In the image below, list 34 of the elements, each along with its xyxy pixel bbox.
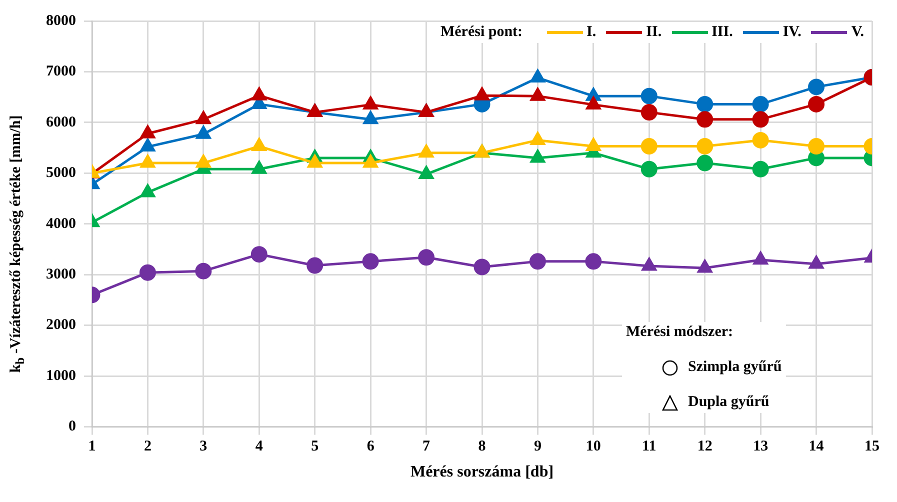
x-tick-label: 11 [642,438,656,455]
y-tick-label: 0 [68,418,76,435]
legend-label: IV. [782,24,802,41]
y-tick-label: 6000 [46,114,76,130]
x-axis-title: Mérés sorszáma [db] [410,464,554,481]
x-tick-label: 12 [697,438,712,455]
x-tick-label: 9 [534,438,542,455]
x-tick-label: 13 [753,438,768,455]
x-tick-label: 14 [808,438,824,455]
y-tick-label: 2000 [46,317,76,334]
x-tick-label: 2 [144,438,152,455]
y-tick-label: 5000 [46,165,76,182]
x-tick-label: 15 [864,438,880,455]
legend-title: Mérési pont: [440,24,523,41]
annotation: Dupla gyűrű [688,394,770,411]
x-tick-label: 4 [255,438,264,455]
x-tick-label: 1 [88,438,96,455]
y-tick-label: 1000 [46,368,76,384]
x-tick-label: 10 [586,438,601,455]
annotation: Szimpla gyűrű [688,359,782,376]
x-tick-label: 5 [311,438,319,455]
x-tick-label: 7 [422,438,431,455]
legend-label: V. [851,24,864,41]
annotation: Mérési módszer: [626,324,734,341]
x-tick-label: 3 [200,438,208,455]
legend-label: I. [586,24,596,41]
y-tick-label: 8000 [46,12,76,29]
y-tick-label: 4000 [46,216,76,232]
y-tick-label: 7000 [46,64,76,80]
x-tick-label: 8 [478,438,486,455]
y-tick-label: 3000 [46,266,76,282]
legend-label: II. [646,24,662,41]
x-tick-label: 6 [366,438,375,455]
legend-label: III. [712,24,733,41]
